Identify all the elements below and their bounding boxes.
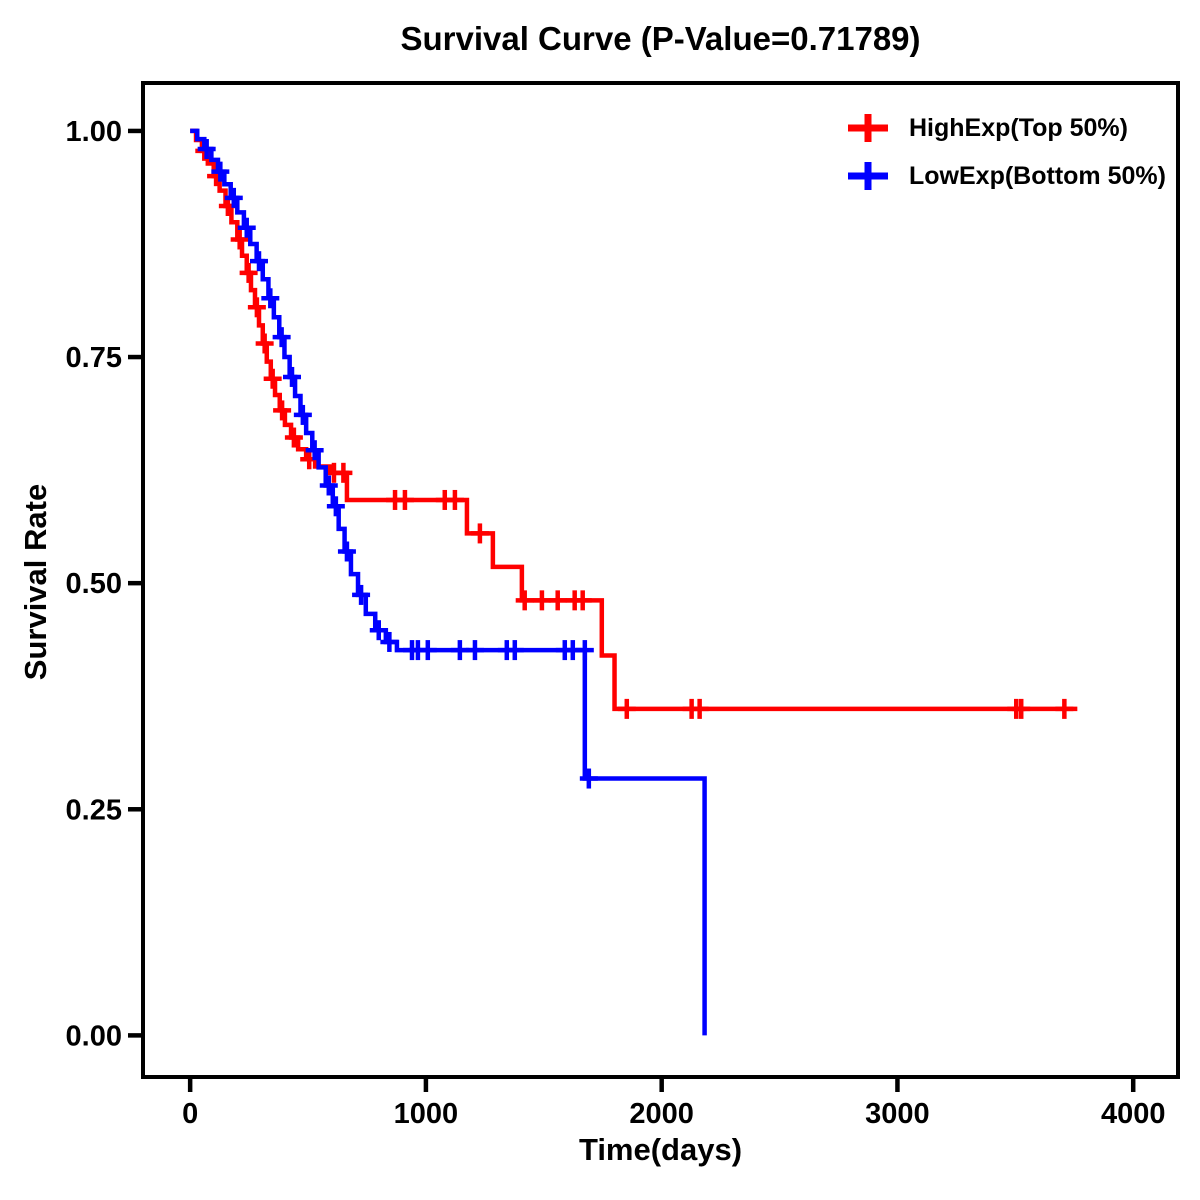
survival-curve-highexp	[190, 128, 1078, 712]
x-tick-label: 3000	[865, 1098, 930, 1130]
plot-frame	[141, 81, 1180, 1079]
legend-entry-lowexp: LowExp(Bottom 50%)	[845, 160, 1166, 192]
survival-curve-lowexp	[190, 128, 707, 1036]
x-tick-label: 0	[182, 1098, 198, 1130]
legend: HighExp(Top 50%) LowExp(Bottom 50%)	[845, 112, 1166, 192]
x-tick-label: 1000	[394, 1098, 459, 1130]
y-tick-label: 0.00	[66, 1020, 122, 1052]
y-tick-label: 1.00	[66, 116, 122, 148]
y-axis-ticks: 0.00 0.25 0.50 0.75 1.00	[66, 116, 143, 1052]
x-tick-label: 4000	[1101, 1098, 1166, 1130]
plot-border	[141, 81, 1180, 1079]
x-axis-label: Time(days)	[578, 1132, 743, 1167]
y-tick-label: 0.75	[66, 342, 122, 374]
y-tick-label: 0.50	[66, 568, 122, 600]
survival-curves	[190, 128, 1078, 1036]
x-tick-label: 2000	[629, 1098, 694, 1130]
plus-marker-icon	[848, 114, 888, 142]
legend-label-lowexp: LowExp(Bottom 50%)	[909, 161, 1166, 190]
legend-entry-highexp: HighExp(Top 50%)	[845, 112, 1166, 144]
plus-marker-icon	[848, 162, 888, 190]
x-axis-ticks: 0 1000 2000 3000 4000	[182, 1077, 1165, 1130]
y-tick-label: 0.25	[66, 794, 122, 826]
legend-label-highexp: HighExp(Top 50%)	[909, 113, 1128, 142]
chart-title: Survival Curve (P-Value=0.71789)	[400, 20, 921, 57]
